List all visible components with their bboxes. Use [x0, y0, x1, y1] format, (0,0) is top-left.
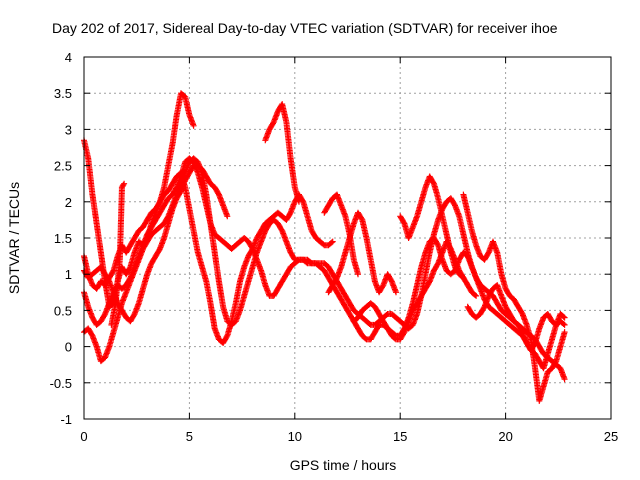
data-point — [355, 271, 361, 278]
axis-ticks — [83, 56, 612, 420]
data-point — [105, 346, 112, 353]
data-point — [124, 285, 131, 292]
data-point — [552, 359, 559, 366]
y-tick-label: 0.5 — [54, 303, 72, 318]
chart-title: Day 202 of 2017, Sidereal Day-to-day VTE… — [52, 20, 558, 36]
data-point — [109, 268, 116, 275]
series-track-13 — [350, 238, 467, 343]
series-track-7 — [262, 101, 302, 205]
data-point — [473, 292, 480, 299]
data-series — [81, 90, 568, 404]
data-point — [296, 198, 302, 205]
x-tick-label: 25 — [604, 429, 618, 444]
grid — [84, 57, 611, 419]
data-point — [358, 215, 365, 222]
data-point — [560, 321, 567, 327]
series-track-4 — [81, 155, 568, 383]
data-point — [561, 314, 568, 321]
y-tick-label: 1.5 — [54, 231, 72, 246]
y-tick-label: 0 — [65, 340, 72, 355]
data-point — [190, 122, 197, 129]
y-tick-label: -1 — [60, 412, 72, 427]
x-tick-label: 20 — [498, 429, 512, 444]
data-point — [329, 238, 336, 245]
y-tick-label: 2.5 — [54, 159, 72, 174]
x-axis-label: GPS time / hours — [290, 457, 397, 473]
data-point — [531, 341, 538, 348]
data-point — [120, 181, 127, 188]
series-track-9 — [321, 191, 361, 278]
y-tick-label: 2 — [65, 195, 72, 210]
data-point — [522, 337, 529, 344]
series-track-1 — [81, 90, 197, 310]
x-tick-label: 15 — [393, 429, 407, 444]
data-point — [561, 321, 568, 328]
x-tick-label: 10 — [288, 429, 302, 444]
data-point — [393, 289, 399, 296]
data-point — [460, 274, 467, 281]
series-track-10 — [397, 173, 480, 299]
y-axis-label: SDTVAR / TECUs — [6, 182, 22, 294]
series-track-8 — [325, 209, 399, 296]
series-track-12 — [464, 282, 568, 354]
y-tick-label: 3.5 — [54, 86, 72, 101]
series-track-11 — [460, 191, 568, 404]
y-tick-labels: -1 -0.5 0 0.5 1 1.5 2 2.5 3 3.5 4 — [50, 50, 72, 427]
data-point — [400, 219, 407, 226]
data-point — [328, 239, 335, 246]
x-tick-label: 5 — [186, 429, 193, 444]
data-point — [472, 292, 478, 298]
y-tick-label: 1 — [65, 267, 72, 282]
x-tick-labels: 0 5 10 15 20 25 — [80, 429, 618, 444]
y-tick-label: 4 — [65, 50, 72, 65]
data-point — [561, 376, 568, 383]
data-point — [560, 313, 567, 320]
y-tick-label: 3 — [65, 122, 72, 137]
y-tick-label: -0.5 — [50, 376, 72, 391]
data-point — [434, 241, 441, 247]
data-point — [561, 329, 568, 336]
data-point — [522, 319, 529, 326]
data-point — [224, 213, 231, 220]
x-tick-label: 0 — [80, 429, 87, 444]
data-point — [121, 180, 128, 187]
series-track-6 — [108, 180, 128, 328]
data-point — [459, 273, 466, 280]
